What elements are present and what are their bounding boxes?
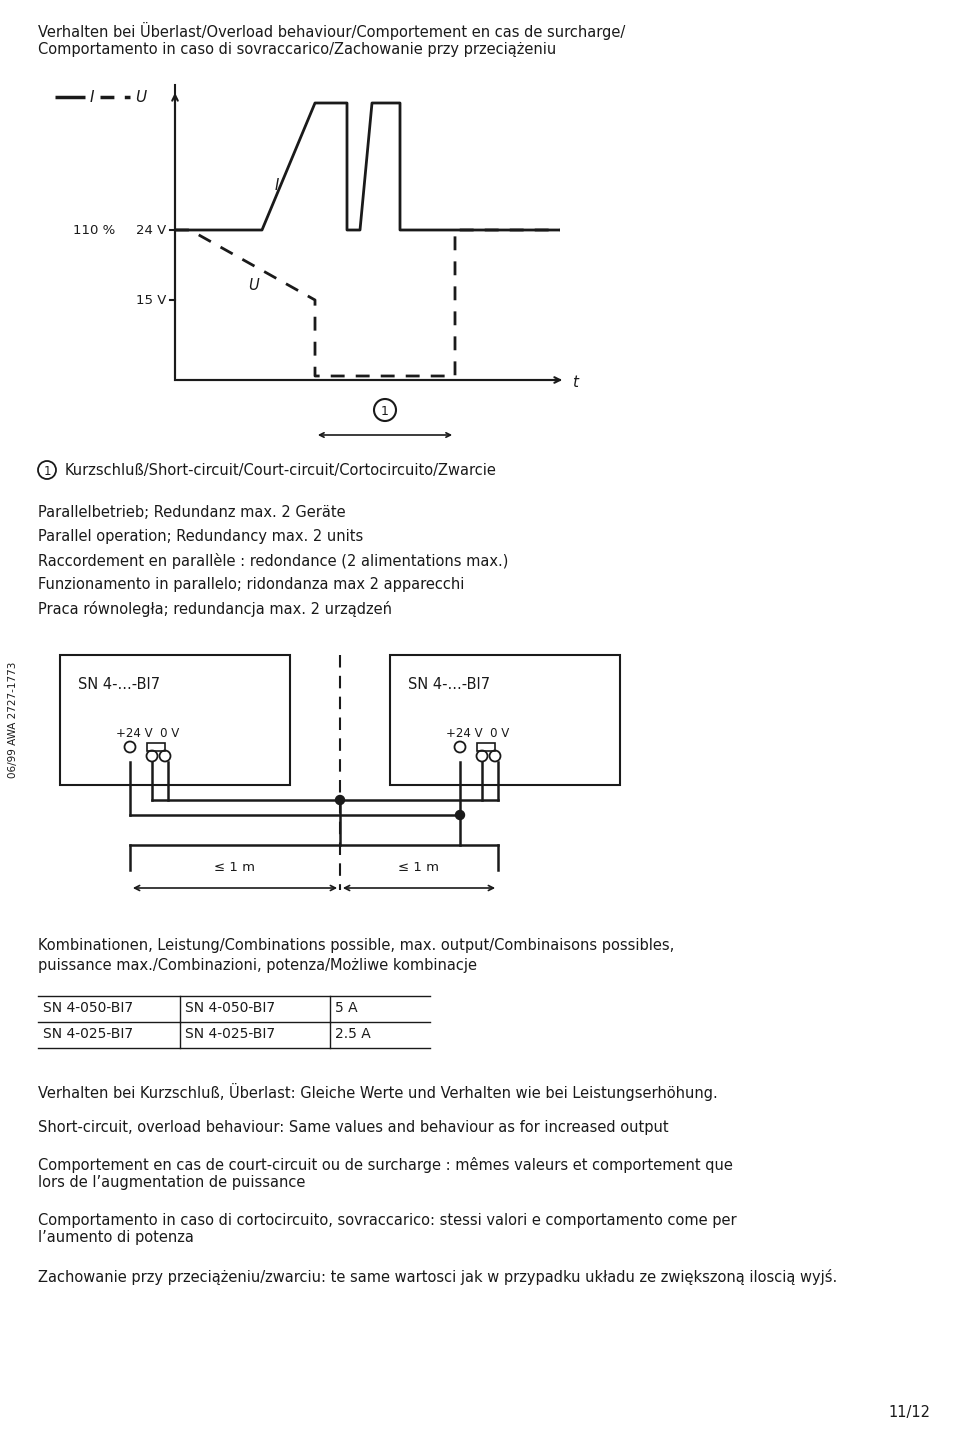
Text: Verhalten bei Überlast/Overload behaviour/Comportement en cas de surcharge/: Verhalten bei Überlast/Overload behaviou…	[38, 21, 625, 40]
Text: Kurzschluß/Short-circuit/Court-circuit/Cortocircuito/Zwarcie: Kurzschluß/Short-circuit/Court-circuit/C…	[65, 463, 497, 477]
Text: 1: 1	[381, 404, 389, 417]
Text: t: t	[572, 374, 578, 390]
Text: ≤ 1 m: ≤ 1 m	[214, 861, 255, 874]
Text: 24 V: 24 V	[135, 224, 166, 236]
Text: Raccordement en parallèle : redondance (2 alimentations max.): Raccordement en parallèle : redondance (…	[38, 553, 509, 569]
Text: Short-circuit, overload behaviour: Same values and behaviour as for increased ou: Short-circuit, overload behaviour: Same …	[38, 1121, 668, 1135]
Text: Praca równoległa; redundancja max. 2 urządzeń: Praca równoległa; redundancja max. 2 urz…	[38, 600, 392, 618]
Text: Verhalten bei Kurzschluß, Überlast: Gleiche Werte und Verhalten wie bei Leistung: Verhalten bei Kurzschluß, Überlast: Glei…	[38, 1083, 718, 1101]
Text: Parallel operation; Redundancy max. 2 units: Parallel operation; Redundancy max. 2 un…	[38, 529, 363, 545]
Text: Parallelbetrieb; Redundanz max. 2 Geräte: Parallelbetrieb; Redundanz max. 2 Geräte	[38, 504, 346, 520]
Bar	[477, 742, 495, 751]
Text: puissance max./Combinazioni, potenza/Możliwe kombinacje: puissance max./Combinazioni, potenza/Moż…	[38, 959, 477, 973]
Text: SN 4-...-BI7: SN 4-...-BI7	[78, 676, 160, 692]
Bar	[390, 655, 620, 785]
Text: SN 4-025-BI7: SN 4-025-BI7	[185, 1027, 276, 1040]
Text: 11/12: 11/12	[888, 1404, 930, 1420]
Text: ≤ 1 m: ≤ 1 m	[398, 861, 440, 874]
Text: Comportamento in caso di cortocircuito, sovraccarico: stessi valori e comportame: Comportamento in caso di cortocircuito, …	[38, 1212, 736, 1245]
Text: Kombinationen, Leistung/Combinations possible, max. output/Combinaisons possible: Kombinationen, Leistung/Combinations pos…	[38, 939, 674, 953]
Text: I: I	[90, 89, 94, 105]
Text: +24 V  0 V: +24 V 0 V	[116, 727, 180, 739]
Text: 2.5 A: 2.5 A	[335, 1027, 371, 1040]
Text: Comportamento in caso di sovraccarico/Zachowanie przy przeciążeniu: Comportamento in caso di sovraccarico/Za…	[38, 42, 556, 57]
Text: +24 V  0 V: +24 V 0 V	[446, 727, 510, 739]
Text: SN 4-050-BI7: SN 4-050-BI7	[43, 1002, 133, 1015]
Circle shape	[335, 795, 345, 804]
Text: I: I	[275, 178, 279, 192]
Text: 110 %: 110 %	[73, 224, 115, 236]
Text: Comportement en cas de court-circuit ou de surcharge : mêmes valeurs et comporte: Comportement en cas de court-circuit ou …	[38, 1156, 732, 1191]
Text: 1: 1	[43, 464, 51, 477]
Text: Funzionamento in parallelo; ridondanza max 2 apparecchi: Funzionamento in parallelo; ridondanza m…	[38, 577, 465, 592]
Text: SN 4-...-BI7: SN 4-...-BI7	[408, 676, 491, 692]
Text: U: U	[248, 278, 259, 292]
Circle shape	[455, 811, 465, 820]
Text: 5 A: 5 A	[335, 1002, 358, 1015]
Text: Zachowanie przy przeciążeniu/zwarciu: te same wartosci jak w przypadku układu ze: Zachowanie przy przeciążeniu/zwarciu: te…	[38, 1270, 837, 1285]
Text: 15 V: 15 V	[135, 294, 166, 307]
Bar	[147, 742, 165, 751]
Bar	[60, 655, 290, 785]
Text: SN 4-025-BI7: SN 4-025-BI7	[43, 1027, 133, 1040]
Text: U: U	[135, 89, 146, 105]
Text: SN 4-050-BI7: SN 4-050-BI7	[185, 1002, 276, 1015]
Text: 06/99 AWA 2727-1773: 06/99 AWA 2727-1773	[8, 662, 18, 778]
